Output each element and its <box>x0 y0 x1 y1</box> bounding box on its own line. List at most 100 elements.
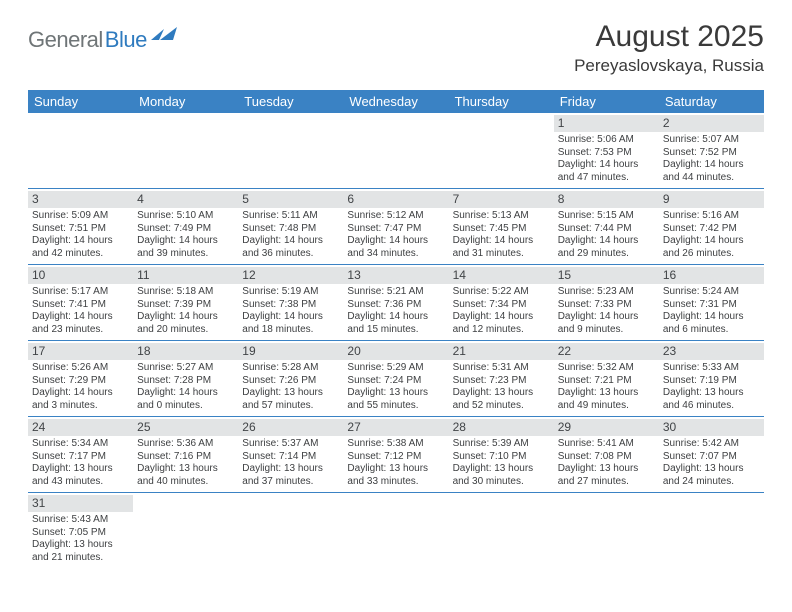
page-title: August 2025 <box>574 20 764 54</box>
day-info-line: and 21 minutes. <box>32 552 129 565</box>
day-info-line: Daylight: 13 hours <box>558 463 655 476</box>
day-number: 31 <box>28 495 133 512</box>
day-number: 18 <box>133 343 238 360</box>
calendar-day-cell: 19Sunrise: 5:28 AMSunset: 7:26 PMDayligh… <box>238 341 343 417</box>
day-number: 27 <box>343 419 448 436</box>
day-info-line: Sunrise: 5:43 AM <box>32 514 129 527</box>
day-info-line: Sunset: 7:41 PM <box>32 299 129 312</box>
calendar-day-cell: 31 Sunrise: 5:43 AMSunset: 7:05 PMDayligh… <box>28 493 133 569</box>
day-info-line: and 36 minutes. <box>242 248 339 261</box>
title-block: August 2025 Pereyaslovskaya, Russia <box>574 20 764 76</box>
day-number: 14 <box>449 267 554 284</box>
day-info: Sunrise: 5:27 AMSunset: 7:28 PMDaylight:… <box>137 362 234 412</box>
day-info-line: Sunrise: 5:24 AM <box>663 286 760 299</box>
calendar-day-cell <box>238 113 343 189</box>
day-number: 13 <box>343 267 448 284</box>
day-info-line: Sunset: 7:31 PM <box>663 299 760 312</box>
day-info-line: and 12 minutes. <box>453 324 550 337</box>
day-info-line: and 43 minutes. <box>32 476 129 489</box>
calendar-day-cell: 9Sunrise: 5:16 AMSunset: 7:42 PMDaylight… <box>659 189 764 265</box>
day-info-line: Daylight: 14 hours <box>137 387 234 400</box>
day-info-line: Sunrise: 5:07 AM <box>663 134 760 147</box>
day-info: Sunrise: 5:43 AMSunset: 7:05 PMDaylight:… <box>32 514 129 564</box>
calendar-day-cell: 2Sunrise: 5:07 AMSunset: 7:52 PMDaylight… <box>659 113 764 189</box>
day-info: Sunrise: 5:07 AMSunset: 7:52 PMDaylight:… <box>663 134 760 184</box>
weekday-header: Saturday <box>659 90 764 113</box>
calendar-week-row: 31 Sunrise: 5:43 AMSunset: 7:05 PMDayligh… <box>28 493 764 569</box>
day-info-line: Sunrise: 5:31 AM <box>453 362 550 375</box>
day-info-line: and 44 minutes. <box>663 172 760 185</box>
day-info-line: Daylight: 13 hours <box>242 463 339 476</box>
day-number: 25 <box>133 419 238 436</box>
day-info: Sunrise: 5:39 AMSunset: 7:10 PMDaylight:… <box>453 438 550 488</box>
day-info-line: Daylight: 13 hours <box>663 463 760 476</box>
day-info-line: and 18 minutes. <box>242 324 339 337</box>
day-info-line: Daylight: 14 hours <box>137 311 234 324</box>
calendar-day-cell: 25 Sunrise: 5:36 AMSunset: 7:16 PMDayligh… <box>133 417 238 493</box>
day-info-line: Sunset: 7:28 PM <box>137 375 234 388</box>
day-info-line: and 15 minutes. <box>347 324 444 337</box>
day-info: Sunrise: 5:31 AMSunset: 7:23 PMDaylight:… <box>453 362 550 412</box>
day-info-line: and 55 minutes. <box>347 400 444 413</box>
calendar-day-cell: 21Sunrise: 5:31 AMSunset: 7:23 PMDayligh… <box>449 341 554 417</box>
calendar-page: GeneralBlue August 2025 Pereyaslovskaya,… <box>0 0 792 588</box>
day-info-line: Sunset: 7:17 PM <box>32 451 129 464</box>
day-number: 6 <box>343 191 448 208</box>
day-number: 26 <box>238 419 343 436</box>
day-info: Sunrise: 5:36 AMSunset: 7:16 PMDaylight:… <box>137 438 234 488</box>
day-info-line: Sunset: 7:39 PM <box>137 299 234 312</box>
calendar-day-cell <box>554 493 659 569</box>
calendar-day-cell <box>449 493 554 569</box>
day-info-line: Daylight: 14 hours <box>347 235 444 248</box>
day-info-line: Sunrise: 5:26 AM <box>32 362 129 375</box>
calendar-day-cell <box>343 113 448 189</box>
day-number: 15 <box>554 267 659 284</box>
day-info-line: and 20 minutes. <box>137 324 234 337</box>
day-info-line: Sunrise: 5:21 AM <box>347 286 444 299</box>
day-info-line: Sunrise: 5:10 AM <box>137 210 234 223</box>
day-info-line: and 3 minutes. <box>32 400 129 413</box>
day-info-line: Sunrise: 5:06 AM <box>558 134 655 147</box>
day-info-line: Sunset: 7:12 PM <box>347 451 444 464</box>
day-info-line: Sunrise: 5:19 AM <box>242 286 339 299</box>
day-info-line: and 0 minutes. <box>137 400 234 413</box>
day-info-line: and 52 minutes. <box>453 400 550 413</box>
day-info-line: Sunrise: 5:38 AM <box>347 438 444 451</box>
day-info-line: Sunrise: 5:42 AM <box>663 438 760 451</box>
calendar-day-cell <box>343 493 448 569</box>
calendar-day-cell: 14 Sunrise: 5:22 AMSunset: 7:34 PMDayligh… <box>449 265 554 341</box>
day-info-line: Sunrise: 5:22 AM <box>453 286 550 299</box>
calendar-day-cell: 16Sunrise: 5:24 AMSunset: 7:31 PMDayligh… <box>659 265 764 341</box>
calendar-day-cell: 3Sunrise: 5:09 AMSunset: 7:51 PMDaylight… <box>28 189 133 265</box>
day-info: Sunrise: 5:11 AMSunset: 7:48 PMDaylight:… <box>242 210 339 260</box>
calendar-day-cell: 15Sunrise: 5:23 AMSunset: 7:33 PMDayligh… <box>554 265 659 341</box>
day-number: 8 <box>554 191 659 208</box>
day-info-line: Sunrise: 5:32 AM <box>558 362 655 375</box>
day-info-line: Sunset: 7:53 PM <box>558 147 655 160</box>
weekday-header: Wednesday <box>343 90 448 113</box>
day-info-line: and 37 minutes. <box>242 476 339 489</box>
day-info-line: Sunset: 7:07 PM <box>663 451 760 464</box>
logo-text-blue: Blue <box>105 27 147 53</box>
day-info-line: Daylight: 14 hours <box>663 235 760 248</box>
day-number: 10 <box>28 267 133 284</box>
day-info: Sunrise: 5:12 AMSunset: 7:47 PMDaylight:… <box>347 210 444 260</box>
day-number: 7 <box>449 191 554 208</box>
day-info: Sunrise: 5:09 AMSunset: 7:51 PMDaylight:… <box>32 210 129 260</box>
day-info-line: Daylight: 14 hours <box>242 235 339 248</box>
day-info-line: Daylight: 14 hours <box>453 235 550 248</box>
day-info: Sunrise: 5:22 AMSunset: 7:34 PMDaylight:… <box>453 286 550 336</box>
day-info-line: Sunset: 7:52 PM <box>663 147 760 160</box>
day-info: Sunrise: 5:15 AMSunset: 7:44 PMDaylight:… <box>558 210 655 260</box>
calendar-day-cell: 30Sunrise: 5:42 AMSunset: 7:07 PMDayligh… <box>659 417 764 493</box>
calendar-week-row: 24Sunrise: 5:34 AMSunset: 7:17 PMDayligh… <box>28 417 764 493</box>
calendar-day-cell <box>28 113 133 189</box>
day-info-line: Daylight: 13 hours <box>32 539 129 552</box>
day-info-line: and 42 minutes. <box>32 248 129 261</box>
day-info: Sunrise: 5:17 AMSunset: 7:41 PMDaylight:… <box>32 286 129 336</box>
day-info-line: Sunset: 7:24 PM <box>347 375 444 388</box>
day-info-line: and 26 minutes. <box>663 248 760 261</box>
day-info: Sunrise: 5:34 AMSunset: 7:17 PMDaylight:… <box>32 438 129 488</box>
day-info-line: Daylight: 14 hours <box>558 311 655 324</box>
day-info-line: Sunrise: 5:16 AM <box>663 210 760 223</box>
